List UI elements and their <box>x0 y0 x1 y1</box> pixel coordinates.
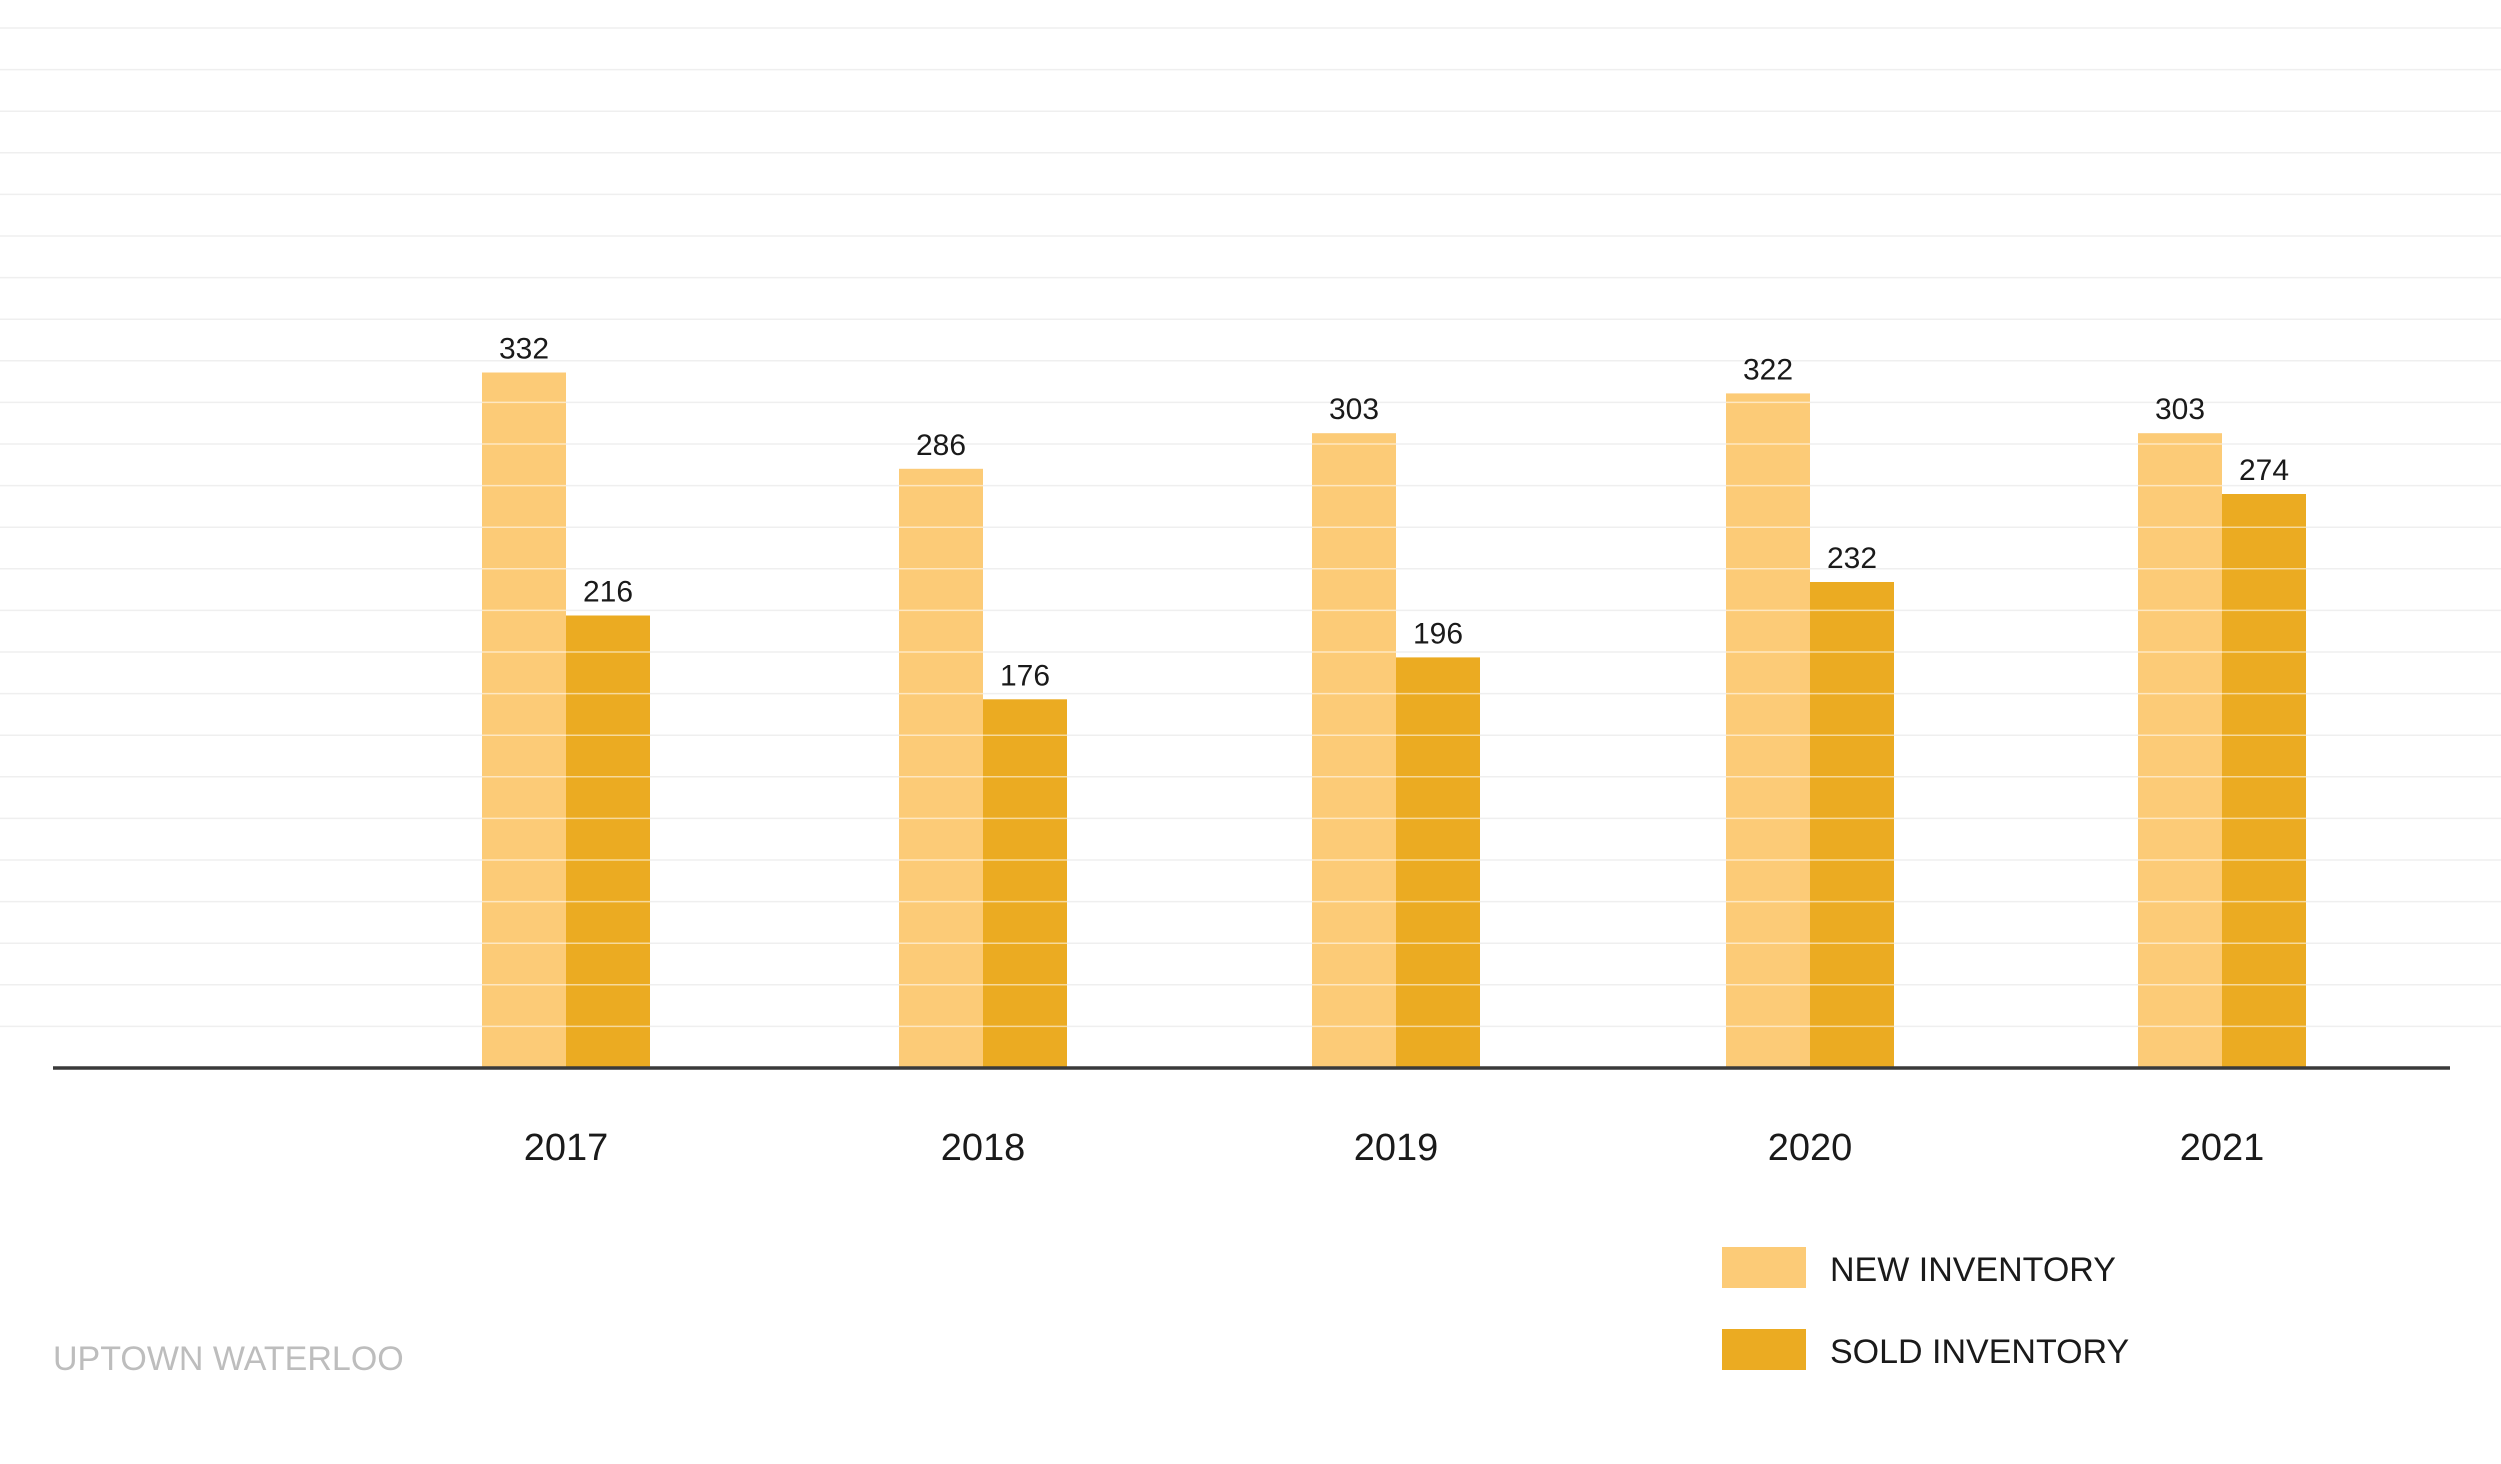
legend: NEW INVENTORY SOLD INVENTORY <box>1722 1247 2129 1371</box>
bar-new-inventory-2021 <box>2138 433 2222 1068</box>
x-tick-label-2021: 2021 <box>2180 1127 2265 1169</box>
data-label-new-inventory-2017: 332 <box>499 333 549 366</box>
x-tick-label-2018: 2018 <box>941 1127 1026 1169</box>
data-labels: 332 216 286 176 303 196 322 232 303 274 <box>499 333 2289 693</box>
legend-label-sold-inventory: SOLD INVENTORY <box>1830 1333 2129 1371</box>
data-label-new-inventory-2018: 286 <box>916 429 966 462</box>
x-tick-label-2020: 2020 <box>1768 1127 1853 1169</box>
data-label-new-inventory-2020: 322 <box>1743 353 1793 386</box>
bar-new-inventory-2017 <box>482 372 566 1068</box>
data-label-new-inventory-2019: 303 <box>1329 393 1379 426</box>
data-label-sold-inventory-2021: 274 <box>2239 454 2289 487</box>
gridlines <box>0 27 2501 1028</box>
data-label-sold-inventory-2019: 196 <box>1413 617 1463 650</box>
bars <box>482 372 2306 1068</box>
bar-sold-inventory-2018 <box>983 699 1067 1068</box>
legend-swatch-sold-inventory <box>1722 1329 1806 1370</box>
data-label-sold-inventory-2017: 216 <box>583 576 633 609</box>
bar-sold-inventory-2017 <box>566 615 650 1068</box>
x-axis-tick-labels: 2017 2018 2019 2020 2021 <box>524 1127 2265 1169</box>
legend-swatch-new-inventory <box>1722 1247 1806 1288</box>
data-label-sold-inventory-2020: 232 <box>1827 542 1877 575</box>
legend-label-new-inventory: NEW INVENTORY <box>1830 1251 2116 1289</box>
data-label-new-inventory-2021: 303 <box>2155 393 2205 426</box>
x-tick-label-2019: 2019 <box>1354 1127 1439 1169</box>
x-tick-label-2017: 2017 <box>524 1127 609 1169</box>
bar-sold-inventory-2020 <box>1810 582 1894 1068</box>
bar-sold-inventory-2021 <box>2222 494 2306 1068</box>
bar-new-inventory-2018 <box>899 468 983 1068</box>
source-label: UPTOWN WATERLOO <box>53 1340 404 1378</box>
bar-new-inventory-2020 <box>1726 393 1810 1068</box>
bar-new-inventory-2019 <box>1312 433 1396 1068</box>
bar-sold-inventory-2019 <box>1396 657 1480 1068</box>
data-label-sold-inventory-2018: 176 <box>1000 659 1050 692</box>
